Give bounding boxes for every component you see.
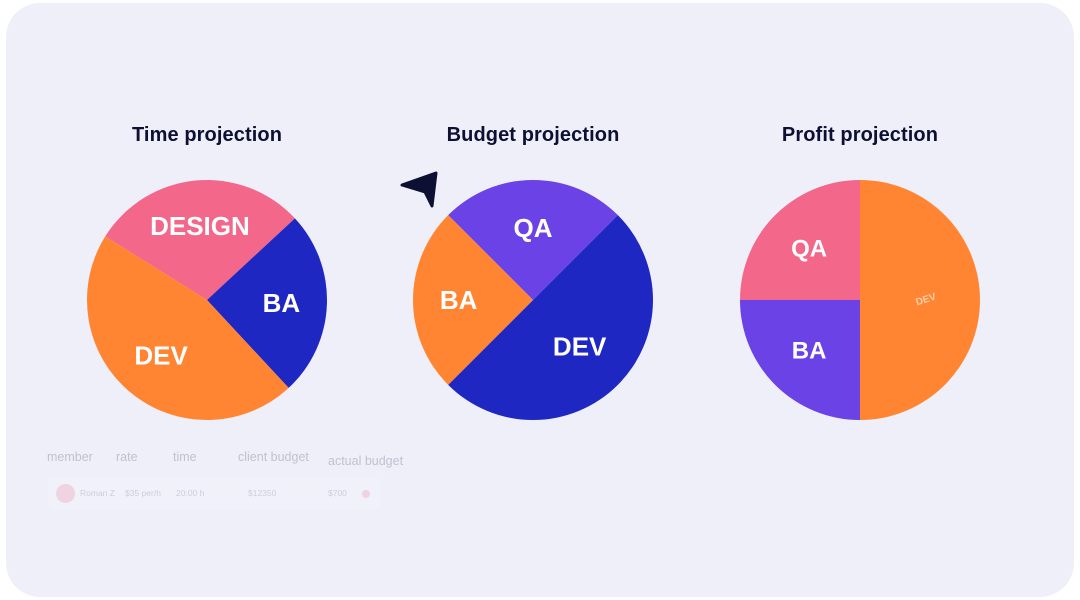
pie-slice-ba <box>413 215 533 385</box>
slice-label-dev: DEV <box>553 332 607 362</box>
chart-title: Time projection <box>131 124 283 146</box>
column-header-client-budget: client budget <box>238 450 309 464</box>
slice-label-ba: BA <box>440 285 478 315</box>
slice-label-qa: QA <box>514 213 553 243</box>
pointer-arrow-icon <box>400 171 438 208</box>
member-time: 20:00 h <box>176 488 205 498</box>
slice-label-dev: DEV <box>134 341 188 371</box>
pie-slice-design <box>105 180 295 300</box>
chart-title: Profit projection <box>781 124 939 146</box>
table-row[interactable]: Roman Z $35 per/h 20:00 h $12350 $700 <box>48 478 380 510</box>
status-dot <box>362 490 370 498</box>
time-projection-pie: DESIGN BA DEV <box>87 180 327 420</box>
pie-slice-qa <box>740 180 860 300</box>
member-actual-budget: $700 <box>328 488 347 498</box>
pie-slice-ba <box>207 218 327 388</box>
member-client-budget: $12350 <box>248 488 277 498</box>
pie-slice-qa <box>448 180 618 300</box>
pie-slice-dev <box>860 180 980 420</box>
avatar <box>56 484 75 503</box>
column-header-actual-budget: actual budget <box>328 454 404 468</box>
pie-slice-dev <box>87 236 289 420</box>
member-name: Roman Z <box>80 488 115 498</box>
column-header-rate: rate <box>116 450 138 464</box>
member-rate: $35 per/h <box>125 488 161 498</box>
chart-title: Budget projection <box>446 124 620 146</box>
pie-slice-dev <box>448 215 653 420</box>
pie-slice-ba <box>740 300 860 420</box>
slice-label-ba: BA <box>792 337 827 364</box>
column-header-time: time <box>173 450 197 464</box>
slice-label-qa: QA <box>791 236 827 263</box>
column-header-member: member <box>47 450 93 464</box>
slice-label-ba: BA <box>263 288 301 318</box>
slice-label-design: DESIGN <box>150 211 250 241</box>
budget-projection-pie: QA DEV BA <box>413 180 653 420</box>
